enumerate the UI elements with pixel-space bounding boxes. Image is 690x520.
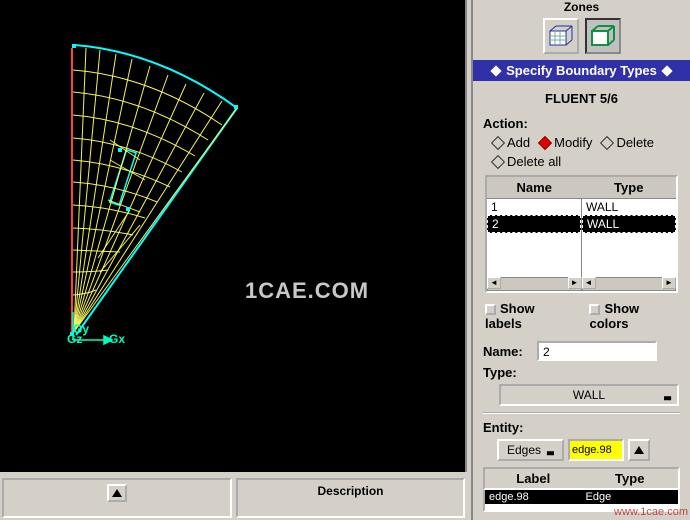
zone-boundary-button[interactable] (585, 18, 621, 54)
list-row[interactable]: 1 (487, 199, 581, 215)
list-row[interactable]: WALL (582, 215, 676, 233)
type-dropdown[interactable]: WALL ▃ (499, 384, 679, 406)
zone-continuum-button[interactable] (543, 18, 579, 54)
entity-value-field[interactable]: edge.98 (568, 439, 624, 461)
axis-gz-label: Gz (67, 332, 82, 346)
mesh-drawing (0, 0, 467, 472)
show-labels-check[interactable]: Show labels (485, 301, 571, 331)
entity-type-header: Type (582, 469, 679, 488)
boundary-list: Name Type 1 2 WALL WALL ◄► ◄► (485, 175, 678, 293)
bottom-left-box (2, 478, 232, 518)
cube-boundary-icon (590, 25, 616, 47)
show-colors-check[interactable]: Show colors (589, 301, 678, 331)
entity-row-label[interactable]: edge.98 (485, 490, 582, 504)
solver-label: FLUENT 5/6 (483, 85, 680, 112)
type-column[interactable]: WALL WALL (582, 199, 676, 277)
action-delete-all[interactable]: Delete all (493, 154, 561, 169)
boundary-title: Specify Boundary Types (506, 63, 657, 78)
description-box: Description (236, 478, 465, 518)
bottom-bar: Description (0, 476, 467, 520)
right-panel: Zones Specify Boundary Types (471, 0, 690, 520)
entity-list-header: Label Type (483, 467, 680, 490)
axis-gx-label: Gx (109, 332, 125, 346)
zones-title: Zones (473, 0, 690, 18)
dropdown-arrow-icon: ▃ (547, 445, 554, 456)
zones-icon-row (473, 18, 690, 60)
action-label: Action: (483, 116, 680, 131)
diamond-icon (490, 65, 501, 76)
action-radio-group: Add Modify Delete Delete all (483, 135, 680, 169)
entity-row-type[interactable]: Edge (582, 490, 679, 504)
type-field-label: Type: (483, 365, 680, 380)
list-header-name: Name (487, 177, 582, 199)
diamond-icon (661, 65, 672, 76)
cube-mesh-icon (548, 25, 574, 47)
entity-up-button[interactable] (628, 439, 650, 461)
divider (483, 412, 680, 414)
viewport-watermark: 1CAE.COM (245, 278, 369, 304)
action-delete[interactable]: Delete (602, 135, 654, 150)
action-modify[interactable]: Modify (540, 135, 592, 150)
list-header-type: Type (582, 177, 677, 199)
entity-label-header: Label (485, 469, 582, 488)
action-add[interactable]: Add (493, 135, 530, 150)
name-column[interactable]: 1 2 (487, 199, 582, 277)
graphics-viewport[interactable]: Gy Gz Gx 1CAE.COM (0, 0, 467, 472)
description-label: Description (317, 480, 383, 498)
entity-kind-dropdown[interactable]: Edges ▃ (497, 439, 564, 461)
name-input[interactable]: 2 (537, 341, 657, 361)
boundary-title-bar: Specify Boundary Types (473, 60, 690, 81)
bottom-up-button[interactable] (107, 484, 127, 502)
list-row[interactable]: 2 (487, 215, 581, 233)
name-field-label: Name: (483, 344, 529, 359)
entity-label: Entity: (483, 420, 680, 435)
dropdown-arrow-icon: ▃ (664, 390, 671, 401)
list-scrollbars[interactable]: ◄► ◄► (487, 277, 676, 291)
boundary-panel-body: FLUENT 5/6 Action: Add Modify Delete Del… (473, 81, 690, 516)
corner-watermark: www.1cae.com (614, 506, 688, 518)
list-row[interactable]: WALL (582, 199, 676, 215)
